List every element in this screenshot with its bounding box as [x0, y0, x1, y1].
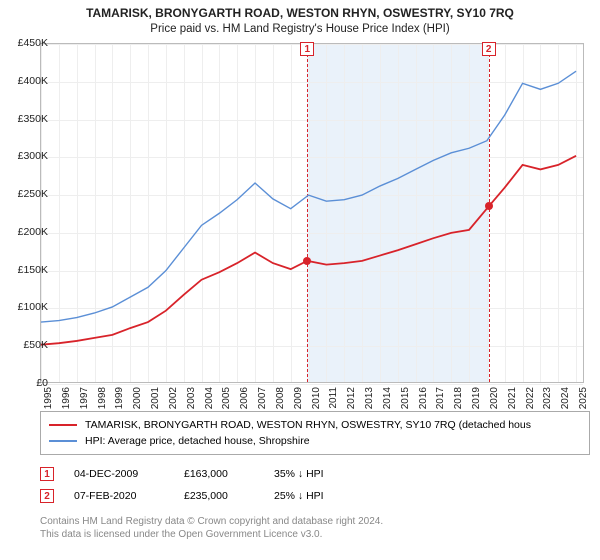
x-axis-label: 2023 [542, 387, 553, 409]
x-axis-label: 2002 [168, 387, 179, 409]
x-axis-label: 2001 [150, 387, 161, 409]
events-table: 1 04-DEC-2009 £163,000 35% ↓ HPI 2 07-FEB-202… [40, 463, 590, 507]
x-axis-label: 2025 [578, 387, 589, 409]
x-axis-label: 2021 [507, 387, 518, 409]
y-axis-label: £50K [23, 339, 48, 351]
x-axis-label: 2007 [257, 387, 268, 409]
event-date: 07-FEB-2020 [74, 490, 164, 502]
legend-label: HPI: Average price, detached house, Shro… [85, 435, 310, 447]
x-axis-label: 2014 [382, 387, 393, 409]
y-axis-label: £100K [18, 301, 48, 313]
x-axis-label: 2008 [275, 387, 286, 409]
y-axis-label: £400K [18, 75, 48, 87]
event-pct: 25% ↓ HPI [274, 490, 364, 502]
event-price: £235,000 [184, 490, 254, 502]
x-axis-label: 2020 [489, 387, 500, 409]
footnote-line: Contains HM Land Registry data © Crown c… [40, 515, 590, 528]
event-row: 1 04-DEC-2009 £163,000 35% ↓ HPI [40, 463, 590, 485]
x-axis-label: 1998 [97, 387, 108, 409]
x-axis-label: 2019 [471, 387, 482, 409]
event-price: £163,000 [184, 468, 254, 480]
y-axis-label: £300K [18, 150, 48, 162]
x-axis-label: 2009 [293, 387, 304, 409]
event-date: 04-DEC-2009 [74, 468, 164, 480]
legend-swatch [49, 424, 77, 426]
x-axis-label: 1999 [114, 387, 125, 409]
legend-row: HPI: Average price, detached house, Shro… [49, 433, 581, 449]
chart-area: 12 £0£50K£100K£150K£200K£250K£300K£350K£… [40, 43, 596, 403]
x-axis-label: 2015 [400, 387, 411, 409]
y-axis-label: £150K [18, 264, 48, 276]
plot-region: 12 [40, 43, 584, 383]
legend: TAMARISK, BRONYGARTH ROAD, WESTON RHYN, … [40, 411, 590, 455]
chart-subtitle: Price paid vs. HM Land Registry's House … [0, 20, 600, 39]
y-axis-label: £250K [18, 188, 48, 200]
event-num: 2 [40, 489, 54, 503]
series-svg [41, 44, 585, 384]
x-axis-label: 2000 [132, 387, 143, 409]
x-axis-label: 2018 [453, 387, 464, 409]
x-axis-label: 1996 [61, 387, 72, 409]
y-axis-label: £200K [18, 226, 48, 238]
footnote-line: This data is licensed under the Open Gov… [40, 528, 590, 541]
legend-swatch [49, 440, 77, 442]
chart-title: TAMARISK, BRONYGARTH ROAD, WESTON RHYN, … [0, 0, 600, 20]
x-axis-label: 2024 [560, 387, 571, 409]
legend-label: TAMARISK, BRONYGARTH ROAD, WESTON RHYN, … [85, 419, 531, 431]
gridline-h [41, 384, 583, 385]
series-property [41, 156, 576, 345]
series-hpi [41, 71, 576, 322]
y-axis-label: £450K [18, 37, 48, 49]
x-axis-label: 2005 [221, 387, 232, 409]
x-axis-label: 2006 [239, 387, 250, 409]
x-axis-label: 2017 [435, 387, 446, 409]
x-axis-label: 2012 [346, 387, 357, 409]
legend-row: TAMARISK, BRONYGARTH ROAD, WESTON RHYN, … [49, 417, 581, 433]
sale-dot [485, 202, 493, 210]
event-num: 1 [40, 467, 54, 481]
x-axis-label: 2013 [364, 387, 375, 409]
x-axis-label: 2004 [204, 387, 215, 409]
event-row: 2 07-FEB-2020 £235,000 25% ↓ HPI [40, 485, 590, 507]
x-axis-label: 2016 [418, 387, 429, 409]
x-axis-label: 2003 [186, 387, 197, 409]
x-axis-label: 2011 [328, 387, 339, 409]
x-axis-label: 1997 [79, 387, 90, 409]
x-axis-label: 2022 [525, 387, 536, 409]
footnote: Contains HM Land Registry data © Crown c… [40, 515, 590, 541]
sale-dot [303, 257, 311, 265]
chart-container: TAMARISK, BRONYGARTH ROAD, WESTON RHYN, … [0, 0, 600, 560]
event-pct: 35% ↓ HPI [274, 468, 364, 480]
y-axis-label: £350K [18, 113, 48, 125]
x-axis-label: 1995 [43, 387, 54, 409]
x-axis-label: 2010 [311, 387, 322, 409]
